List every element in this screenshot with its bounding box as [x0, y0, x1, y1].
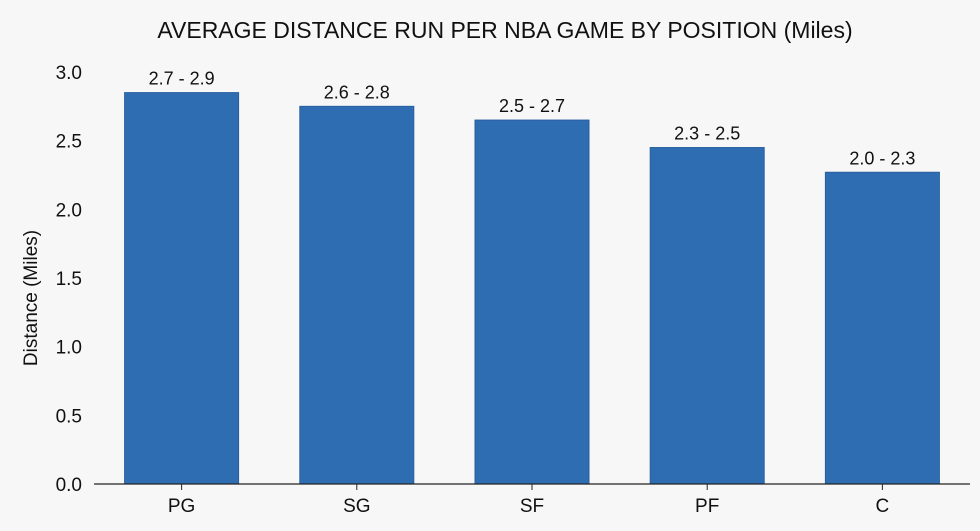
data-labels-group: 2.7 - 2.9 2.6 - 2.8 2.5 - 2.7 2.3 - 2.5 2.0 … — [149, 69, 916, 169]
chart-title: AVERAGE DISTANCE RUN PER NBA GAME BY POS… — [157, 17, 852, 43]
data-label: 2.7 - 2.9 — [149, 69, 215, 89]
data-label: 2.3 - 2.5 — [674, 124, 740, 144]
x-tick-label: PG — [168, 496, 195, 517]
bar-c — [824, 171, 940, 485]
y-tick-label: 1.0 — [56, 338, 82, 359]
y-axis-ticks: 0.0 0.5 1.0 1.5 2.0 2.5 3.0 — [56, 63, 82, 496]
y-tick-label: 1.5 — [56, 269, 82, 290]
x-tick-label: SG — [343, 496, 370, 517]
bar-sf — [474, 119, 590, 485]
y-tick-label: 2.0 — [56, 200, 82, 221]
y-tick-label: 0.0 — [56, 475, 82, 496]
bar-pf — [649, 147, 765, 485]
y-tick-label: 2.5 — [56, 132, 82, 153]
bar-pg — [124, 92, 240, 485]
x-axis-ticks: PG SG SF PF C — [168, 484, 889, 517]
data-label: 2.5 - 2.7 — [499, 96, 565, 116]
y-axis-label: Distance (Miles) — [21, 230, 42, 366]
y-tick-label: 0.5 — [56, 406, 82, 427]
bars-group — [124, 92, 940, 485]
data-label: 2.6 - 2.8 — [324, 82, 390, 102]
y-tick-label: 3.0 — [56, 63, 82, 84]
bar-sg — [299, 105, 415, 485]
x-tick-label: SF — [520, 496, 544, 517]
data-label: 2.0 - 2.3 — [849, 148, 915, 168]
x-tick-label: C — [876, 496, 890, 517]
x-tick-label: PF — [695, 496, 719, 517]
